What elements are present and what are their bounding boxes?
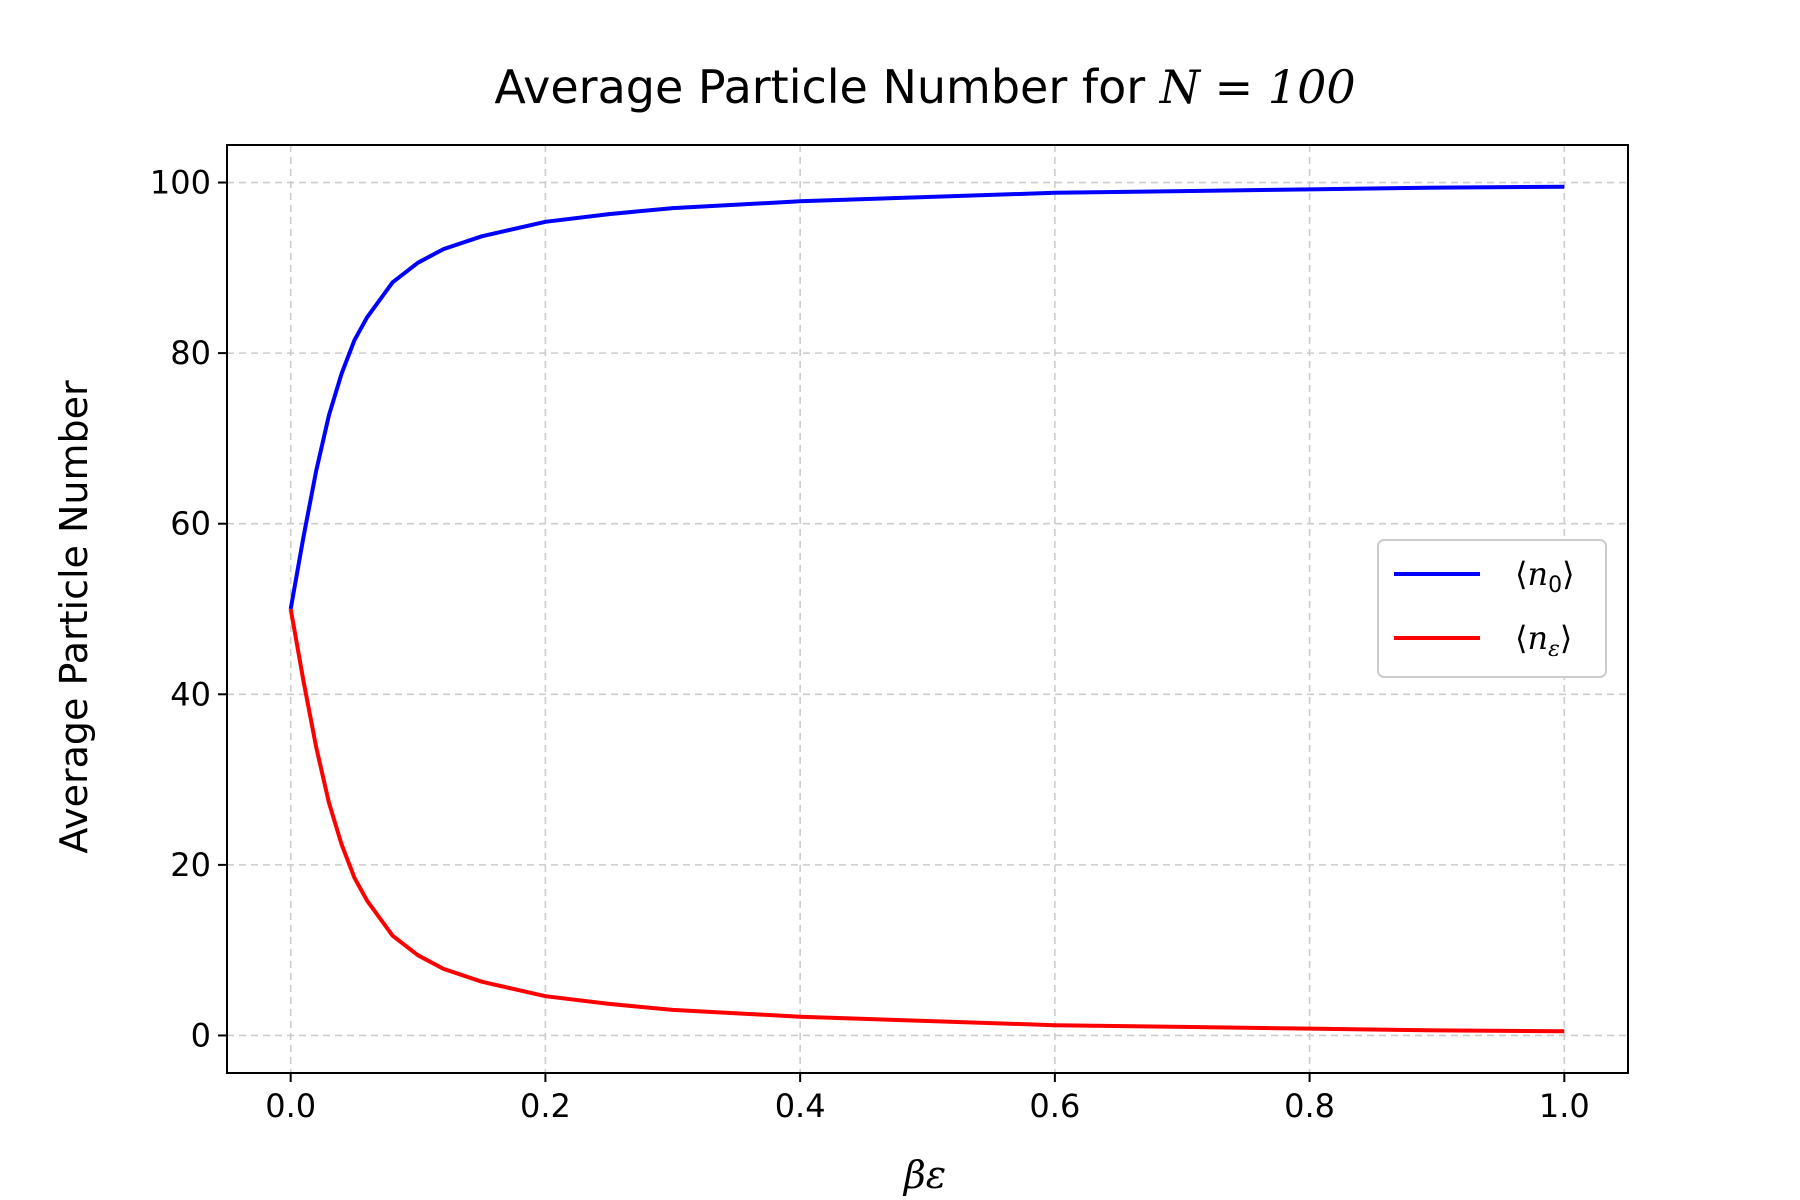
legend: ⟨n0⟩ ⟨nε⟩: [1377, 539, 1607, 678]
legend-label-n0: ⟨n0⟩: [1515, 555, 1575, 598]
ticks: 0.0 0.2 0.4 0.6 0.8 1.0 0 20 40 60 80 100: [150, 164, 1590, 1125]
y-tick-label-2: 40: [170, 675, 211, 713]
x-tick-label-5: 1.0: [1539, 1087, 1590, 1125]
axes: [226, 144, 1629, 1074]
y-tick-label-4: 80: [170, 334, 211, 372]
x-tick-label-3: 0.6: [1029, 1087, 1080, 1125]
chart-title-math: N = 100: [1159, 60, 1356, 114]
plot-lines: [288, 184, 1565, 1034]
y-tick-label-1: 20: [170, 846, 211, 884]
plot-frame: [226, 144, 1629, 1074]
series-line-0: [288, 184, 1565, 610]
x-tick-label-2: 0.4: [775, 1087, 826, 1125]
y-tick-label-3: 60: [170, 505, 211, 543]
y-tick-label-0: 0: [191, 1016, 211, 1054]
y-axis-label: Average Particle Number: [52, 380, 96, 854]
x-axis-label: βε: [902, 1153, 946, 1197]
grid-lines: [227, 145, 1628, 1073]
chart-title: Average Particle Number for N = 100: [494, 60, 1355, 114]
legend-label-neps: ⟨nε⟩: [1515, 619, 1572, 662]
x-tick-label-4: 0.8: [1284, 1087, 1335, 1125]
chart-title-text: Average Particle Number for: [494, 60, 1159, 114]
x-tick-label-1: 0.2: [520, 1087, 571, 1125]
series-line-1: [288, 608, 1565, 1034]
y-tick-label-5: 100: [150, 164, 211, 202]
x-tick-label-0: 0.0: [265, 1087, 316, 1125]
